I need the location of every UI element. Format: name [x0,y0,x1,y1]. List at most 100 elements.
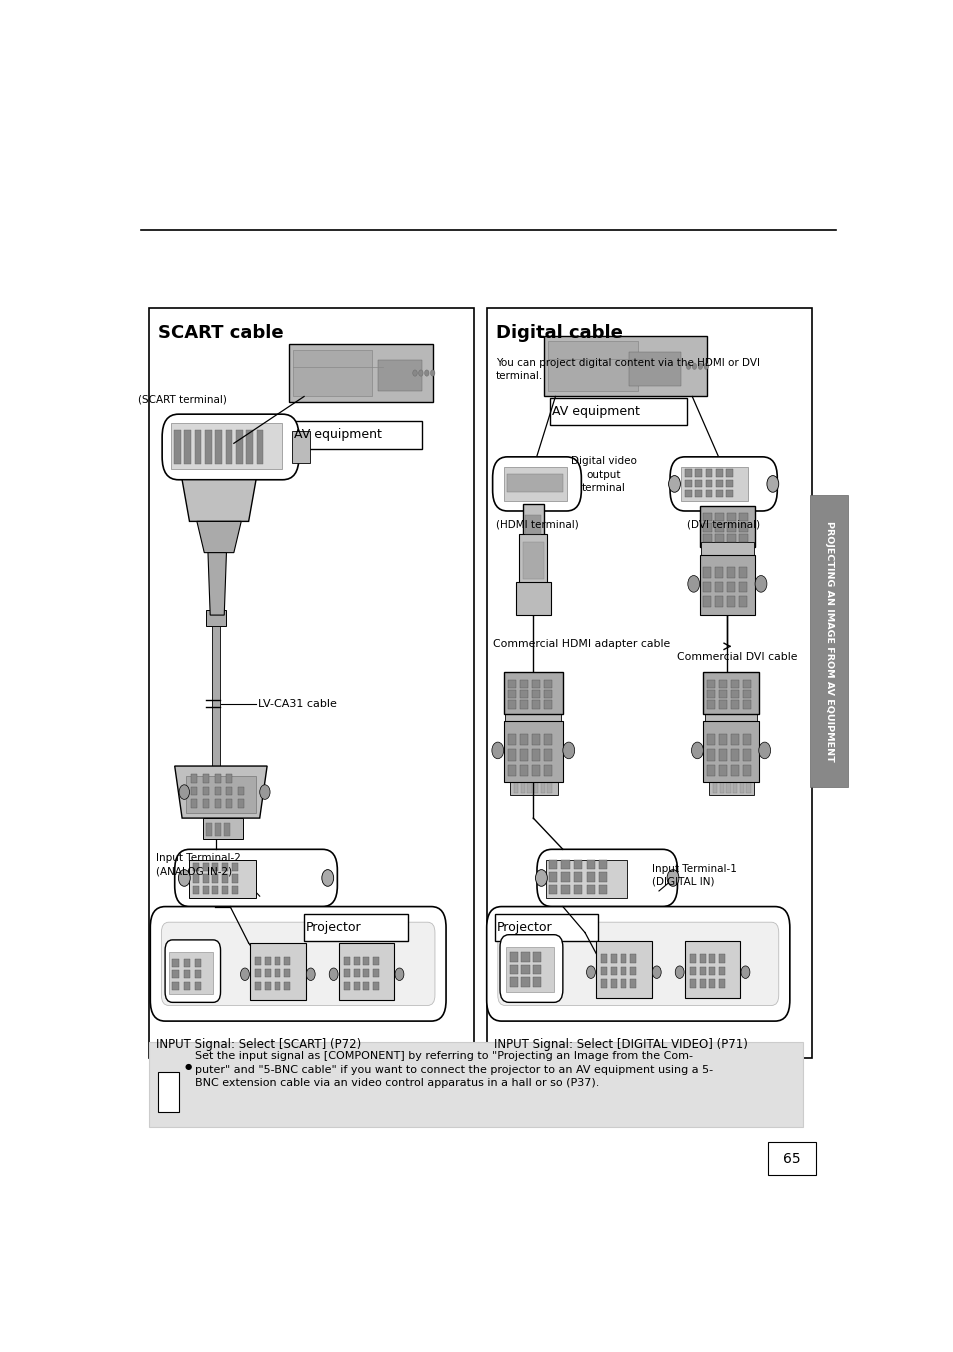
FancyBboxPatch shape [255,957,261,965]
FancyBboxPatch shape [715,469,721,477]
FancyBboxPatch shape [741,765,750,776]
FancyBboxPatch shape [213,875,218,883]
FancyBboxPatch shape [741,700,750,708]
FancyBboxPatch shape [232,875,237,883]
FancyBboxPatch shape [680,468,747,500]
FancyBboxPatch shape [540,780,544,794]
Circle shape [668,476,679,492]
FancyBboxPatch shape [293,350,372,396]
FancyBboxPatch shape [158,1072,179,1111]
FancyBboxPatch shape [574,884,581,894]
FancyBboxPatch shape [373,969,378,977]
FancyBboxPatch shape [715,480,721,487]
FancyBboxPatch shape [531,700,539,708]
FancyBboxPatch shape [238,787,244,795]
FancyBboxPatch shape [730,700,738,708]
Circle shape [240,968,249,980]
FancyBboxPatch shape [543,700,551,708]
FancyBboxPatch shape [514,780,518,794]
FancyBboxPatch shape [700,542,753,558]
Text: AV equipment: AV equipment [294,429,382,442]
FancyBboxPatch shape [205,430,212,464]
FancyBboxPatch shape [226,787,233,795]
FancyBboxPatch shape [560,860,569,869]
FancyBboxPatch shape [222,863,228,871]
FancyBboxPatch shape [186,776,255,813]
Text: Input Terminal-2
(ANALOG IN-2): Input Terminal-2 (ANALOG IN-2) [156,853,241,876]
FancyBboxPatch shape [586,872,594,882]
FancyBboxPatch shape [172,959,179,967]
FancyBboxPatch shape [215,430,222,464]
FancyBboxPatch shape [206,610,226,626]
Circle shape [666,869,679,887]
FancyBboxPatch shape [503,721,562,781]
FancyBboxPatch shape [246,430,253,464]
FancyBboxPatch shape [203,863,209,871]
FancyBboxPatch shape [193,886,199,894]
Circle shape [178,869,190,887]
FancyBboxPatch shape [203,799,209,807]
FancyBboxPatch shape [354,969,359,977]
FancyBboxPatch shape [509,977,517,987]
FancyBboxPatch shape [738,523,747,531]
FancyBboxPatch shape [702,523,712,531]
FancyBboxPatch shape [292,430,310,464]
Circle shape [703,364,708,369]
FancyBboxPatch shape [596,941,651,998]
Text: Set the input signal as [COMPONENT] by referring to "Projecting an Image from th: Set the input signal as [COMPONENT] by r… [195,1052,713,1088]
FancyBboxPatch shape [162,414,298,480]
FancyBboxPatch shape [508,680,516,688]
FancyBboxPatch shape [284,969,290,977]
FancyBboxPatch shape [702,581,711,592]
FancyBboxPatch shape [619,979,626,988]
FancyBboxPatch shape [704,708,757,725]
FancyBboxPatch shape [702,596,711,607]
FancyBboxPatch shape [214,775,220,783]
Circle shape [586,965,595,979]
FancyBboxPatch shape [274,982,280,990]
FancyBboxPatch shape [706,765,715,776]
FancyBboxPatch shape [630,955,636,963]
FancyBboxPatch shape [547,780,551,794]
FancyBboxPatch shape [304,914,407,941]
FancyBboxPatch shape [183,971,190,979]
FancyBboxPatch shape [533,977,541,987]
FancyBboxPatch shape [169,952,213,994]
FancyBboxPatch shape [719,690,726,699]
FancyBboxPatch shape [265,957,271,965]
FancyBboxPatch shape [508,700,516,708]
FancyBboxPatch shape [726,568,735,577]
Text: ●: ● [184,1063,192,1071]
FancyBboxPatch shape [226,775,233,783]
FancyBboxPatch shape [232,863,237,871]
FancyBboxPatch shape [522,504,543,537]
FancyBboxPatch shape [265,982,271,990]
FancyBboxPatch shape [719,700,726,708]
FancyBboxPatch shape [619,955,626,963]
FancyBboxPatch shape [684,469,691,477]
FancyBboxPatch shape [715,568,722,577]
FancyBboxPatch shape [174,849,337,907]
FancyBboxPatch shape [545,860,626,898]
FancyBboxPatch shape [715,512,723,522]
FancyBboxPatch shape [738,568,746,577]
FancyBboxPatch shape [574,872,581,882]
FancyBboxPatch shape [235,430,242,464]
FancyBboxPatch shape [213,626,219,767]
FancyBboxPatch shape [492,457,580,511]
FancyBboxPatch shape [255,982,261,990]
FancyBboxPatch shape [173,430,180,464]
FancyBboxPatch shape [708,779,753,795]
Circle shape [430,370,435,376]
FancyBboxPatch shape [730,680,738,688]
FancyBboxPatch shape [226,799,233,807]
FancyBboxPatch shape [719,734,726,745]
FancyBboxPatch shape [719,955,724,963]
FancyBboxPatch shape [183,982,190,990]
FancyBboxPatch shape [543,749,551,761]
FancyBboxPatch shape [354,957,359,965]
Text: (SCART terminal): (SCART terminal) [137,395,226,404]
FancyBboxPatch shape [543,680,551,688]
Circle shape [740,965,749,979]
Text: (DVI terminal): (DVI terminal) [687,519,760,530]
